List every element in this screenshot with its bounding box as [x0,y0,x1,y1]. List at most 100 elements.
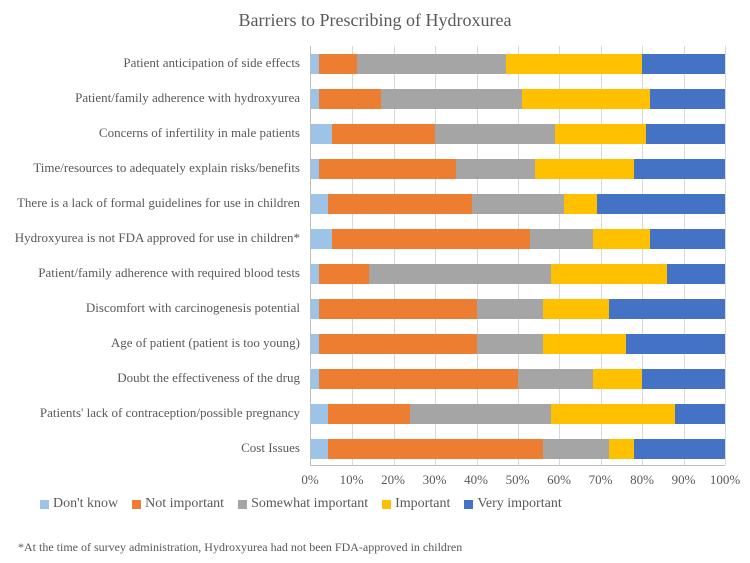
bar-segment-important [522,89,650,109]
legend-label: Don't know [53,496,118,512]
bar-segment-somewhat_important [357,54,506,74]
category-label: Patient anticipation of side effects [0,56,304,70]
bar-segment-somewhat_important [435,124,555,144]
bar-segment-dont_know [311,54,319,74]
x-tick-label: 60% [547,472,571,488]
bar-segment-very_important [650,89,725,109]
category-label: Time/resources to adequately explain ris… [0,161,304,175]
category-label: Discomfort with carcinogenesis potential [0,301,304,315]
bar-segment-not_important [332,124,436,144]
bar-row [311,194,725,214]
legend: Don't know Not important Somewhat importan… [40,496,720,512]
bar-segment-very_important [609,299,725,319]
bar-row [311,299,725,319]
bar-segment-dont_know [311,159,319,179]
x-tick-label: 50% [506,472,530,488]
x-tick-label: 40% [464,472,488,488]
x-tick-label: 0% [301,472,318,488]
bar-row [311,404,725,424]
y-axis-labels: Patient anticipation of side effects Pati… [0,46,304,466]
legend-swatch [40,500,49,509]
bar-segment-somewhat_important [472,194,563,214]
bar-segment-not_important [328,404,411,424]
bar-segment-very_important [642,54,725,74]
legend-item-dont_know: Don't know [40,496,118,512]
bar-segment-important [609,439,634,459]
chart-container: Barriers to Prescribing of Hydroxurea Pa… [0,0,750,563]
x-tick-label: 80% [630,472,654,488]
bar-segment-very_important [646,124,725,144]
category-label: Patient/family adherence with required b… [0,266,304,280]
bar-segment-very_important [597,194,725,214]
bar-segment-dont_know [311,264,319,284]
bar-segment-somewhat_important [381,89,522,109]
bar-segment-dont_know [311,334,319,354]
bar-segment-very_important [650,229,725,249]
plot-area [310,46,725,466]
legend-label: Important [395,496,450,512]
bar-row [311,334,725,354]
bar-segment-not_important [319,334,476,354]
category-label: Age of patient (patient is too young) [0,336,304,350]
bar-segment-dont_know [311,89,319,109]
bar-segment-not_important [332,229,531,249]
bar-segment-important [543,334,626,354]
bar-segment-important [555,124,646,144]
bar-segment-very_important [626,334,725,354]
category-label: There is a lack of formal guidelines for… [0,196,304,210]
gridline [725,46,726,465]
legend-swatch [464,500,473,509]
bar-segment-somewhat_important [530,229,592,249]
bar-segment-dont_know [311,404,328,424]
bar-segment-not_important [319,89,381,109]
bar-segment-important [543,299,609,319]
bar-segment-somewhat_important [477,299,543,319]
x-tick-label: 20% [381,472,405,488]
bar-segment-somewhat_important [456,159,535,179]
bar-segment-important [506,54,643,74]
legend-swatch [132,500,141,509]
bar-segment-not_important [319,369,518,389]
bar-segment-not_important [328,194,473,214]
bar-row [311,124,725,144]
legend-label: Very important [477,496,561,512]
bar-segment-not_important [319,54,356,74]
x-tick-label: 30% [423,472,447,488]
legend-swatch [238,500,247,509]
x-axis: 0%10%20%30%40%50%60%70%80%90%100% [310,470,725,490]
bar-segment-very_important [675,404,725,424]
legend-label: Not important [145,496,224,512]
bar-segment-dont_know [311,369,319,389]
bar-segment-important [593,369,643,389]
chart-title: Barriers to Prescribing of Hydroxurea [0,0,750,37]
x-tick-label: 70% [589,472,613,488]
bar-segment-somewhat_important [477,334,543,354]
category-label: Hydroxyurea is not FDA approved for use … [0,231,304,245]
bar-row [311,264,725,284]
bar-segment-somewhat_important [518,369,593,389]
legend-item-somewhat_important: Somewhat important [238,496,368,512]
legend-item-important: Important [382,496,450,512]
bar-segment-very_important [634,159,725,179]
bar-segment-not_important [328,439,543,459]
bar-segment-somewhat_important [369,264,551,284]
bar-row [311,369,725,389]
legend-item-very_important: Very important [464,496,561,512]
bar-segment-important [535,159,634,179]
bar-segment-important [551,264,667,284]
bar-row [311,89,725,109]
legend-label: Somewhat important [251,496,368,512]
bar-segment-important [593,229,651,249]
bar-segment-not_important [319,299,476,319]
bar-segment-important [564,194,597,214]
bars-layer [311,46,725,465]
bar-segment-dont_know [311,439,328,459]
x-tick-label: 90% [672,472,696,488]
legend-item-not_important: Not important [132,496,224,512]
category-label: Cost Issues [0,441,304,455]
bar-segment-very_important [634,439,725,459]
x-tick-label: 10% [340,472,364,488]
bar-row [311,229,725,249]
footnote: *At the time of survey administration, H… [18,540,462,555]
bar-segment-very_important [642,369,725,389]
